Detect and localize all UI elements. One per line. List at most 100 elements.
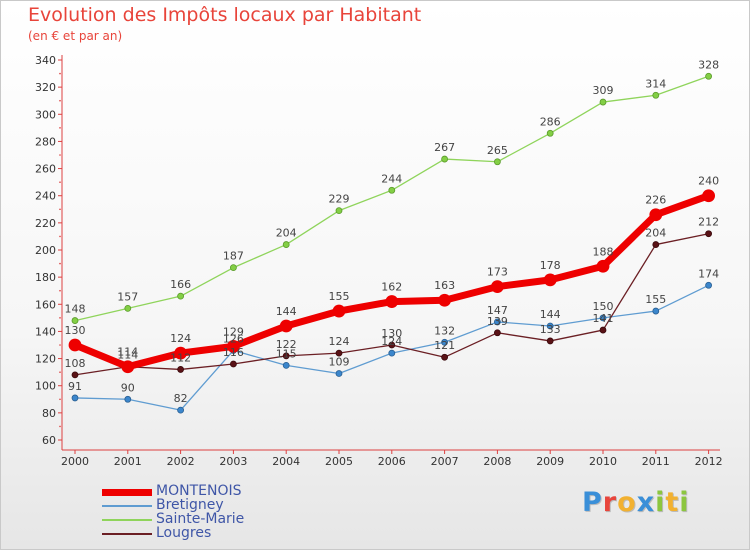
y-minor-tick <box>59 289 61 292</box>
y-tick-label: 180 <box>35 271 56 284</box>
data-label-sainte-marie: 286 <box>540 115 561 128</box>
data-point-lougres <box>229 360 237 368</box>
legend-label: MONTENOIS <box>156 483 242 499</box>
y-minor-tick <box>59 181 61 183</box>
y-tick-label: 140 <box>35 325 56 338</box>
data-label-sainte-marie: 148 <box>65 303 86 316</box>
data-label-sainte-marie: 229 <box>329 193 350 206</box>
x-tick-label: 2008 <box>483 455 511 468</box>
data-point-sainte-marie <box>705 72 712 80</box>
data-point-montenois <box>702 189 715 203</box>
legend-item: MONTENOIS <box>102 483 402 499</box>
y-tick-label: 320 <box>35 81 56 94</box>
data-point-montenois <box>543 273 557 287</box>
data-point-lougres <box>599 326 607 334</box>
y-minor-tick <box>59 154 61 156</box>
y-minor-tick <box>59 72 61 75</box>
legend-swatch <box>102 533 152 535</box>
legend-item: Bretigney <box>102 497 402 513</box>
x-tick-label: 2005 <box>325 455 353 468</box>
y-minor-tick <box>59 344 61 346</box>
data-point-lougres <box>493 329 501 337</box>
data-point-bretigney <box>599 314 607 322</box>
data-point-sainte-marie <box>282 241 290 248</box>
data-label-sainte-marie: 328 <box>698 58 719 71</box>
data-label-montenois: 114 <box>117 346 138 359</box>
data-label-lougres: 133 <box>540 323 561 336</box>
x-tick-label: 2010 <box>589 455 617 468</box>
data-point-sainte-marie <box>652 91 660 99</box>
data-point-bretigney <box>282 361 290 369</box>
data-point-montenois <box>385 295 399 308</box>
data-point-lougres <box>388 341 396 349</box>
data-point-bretigney <box>652 307 660 315</box>
logo-letter: o <box>617 487 637 518</box>
y-tick-label: 220 <box>35 217 56 230</box>
data-point-sainte-marie <box>546 129 554 137</box>
data-point-bretigney <box>546 322 554 330</box>
data-point-sainte-marie <box>124 304 132 312</box>
y-tick-label: 340 <box>35 54 56 67</box>
data-point-sainte-marie <box>229 264 237 272</box>
legend-swatch <box>102 489 152 496</box>
y-minor-tick <box>59 317 61 319</box>
y-tick-label: 240 <box>35 190 56 203</box>
legend-item: Lougres <box>102 525 402 541</box>
x-tick-label: 2001 <box>114 455 142 468</box>
x-tick-label: 2003 <box>219 455 247 468</box>
data-point-montenois <box>649 208 663 222</box>
y-minor-tick <box>59 425 61 428</box>
logo-letter: r <box>602 487 618 518</box>
data-label-sainte-marie: 187 <box>223 250 244 263</box>
x-tick-label: 2000 <box>61 455 89 468</box>
data-point-montenois <box>121 360 135 374</box>
data-label-lougres: 112 <box>170 351 191 364</box>
data-point-lougres <box>546 337 554 345</box>
logo-letter: t <box>665 487 680 518</box>
data-point-bretigney <box>71 394 79 402</box>
data-label-montenois: 188 <box>593 245 614 258</box>
data-point-montenois <box>332 304 346 318</box>
y-tick-label: 60 <box>42 434 56 447</box>
legend-item: Sainte-Marie <box>102 512 402 527</box>
data-label-sainte-marie: 314 <box>645 77 666 90</box>
data-label-lougres: 212 <box>698 216 719 229</box>
data-label-lougres: 121 <box>434 339 455 352</box>
data-label-sainte-marie: 309 <box>593 84 614 97</box>
data-point-bretigney <box>705 281 712 289</box>
data-label-montenois: 130 <box>65 324 86 337</box>
legend-label: Lougres <box>156 525 212 541</box>
x-tick-label: 2007 <box>431 455 459 468</box>
data-label-bretigney: 91 <box>68 380 82 393</box>
data-label-montenois: 144 <box>276 305 297 318</box>
y-tick-label: 160 <box>35 298 56 311</box>
data-point-montenois <box>596 259 610 273</box>
logo-letter: x <box>636 487 656 518</box>
legend: MONTENOIS Bretigney Sainte-Marie Lougres <box>102 483 402 541</box>
data-label-montenois: 163 <box>434 279 455 292</box>
data-label-lougres: 122 <box>276 338 297 351</box>
data-point-sainte-marie <box>599 98 607 106</box>
data-label-sainte-marie: 157 <box>117 290 138 303</box>
data-label-montenois: 162 <box>381 281 402 294</box>
data-point-bretigney <box>493 318 501 326</box>
data-label-lougres: 108 <box>65 357 86 370</box>
x-tick-label: 2009 <box>536 455 564 468</box>
logo-letter: i <box>655 487 666 518</box>
y-minor-tick <box>59 235 61 238</box>
data-point-bretigney <box>388 349 396 357</box>
y-tick-label: 300 <box>35 108 56 121</box>
data-point-montenois <box>438 293 452 307</box>
data-point-lougres <box>71 371 79 379</box>
data-point-sainte-marie <box>335 207 343 215</box>
data-label-montenois: 226 <box>645 194 666 207</box>
data-label-bretigney: 132 <box>434 324 455 337</box>
x-tick-label: 2012 <box>695 455 723 468</box>
y-tick-label: 120 <box>35 353 56 366</box>
y-tick-label: 200 <box>35 244 56 257</box>
data-label-bretigney: 115 <box>276 347 297 360</box>
data-point-sainte-marie <box>177 292 185 300</box>
legend-label: Bretigney <box>156 497 224 513</box>
data-label-bretigney: 124 <box>381 335 402 348</box>
